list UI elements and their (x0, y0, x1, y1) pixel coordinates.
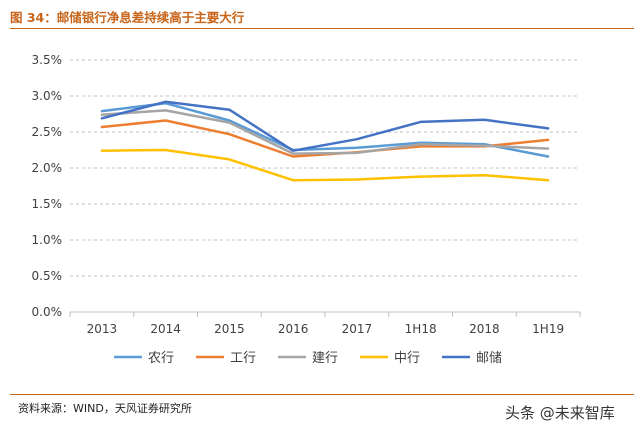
legend-label: 农行 (148, 351, 174, 366)
x-axis-ticks: 2013 2014 2015 2016 2017 1H18 2018 1H19 (69, 312, 581, 336)
series-lines (100, 100, 550, 182)
x-tick-label: 2017 (342, 322, 373, 336)
chart-title: 图 34：邮储银行净息差持续高于主要大行 (10, 10, 245, 25)
legend-label: 邮储 (476, 351, 502, 366)
series-line-中行 (100, 148, 550, 182)
x-tick-label: 2014 (150, 322, 181, 336)
series-line-邮储 (100, 100, 550, 152)
x-tick-label: 2016 (278, 322, 309, 336)
y-tick-label: 2.0% (32, 161, 63, 175)
title-divider (10, 28, 634, 29)
source-note: 资料来源：WIND，天风证券研究所 (18, 402, 192, 415)
legend-label: 建行 (312, 351, 338, 366)
y-tick-label: 2.5% (32, 125, 63, 139)
x-tick-label: 2018 (469, 322, 500, 336)
series-line-农行 (100, 101, 550, 158)
x-tick-label: 1H18 (405, 322, 437, 336)
y-tick-label: 3.0% (32, 89, 63, 103)
y-tick-label: 1.5% (32, 197, 63, 211)
legend-label: 工行 (230, 351, 256, 366)
y-tick-label: 1.0% (32, 233, 63, 247)
y-tick-label: 3.5% (32, 53, 63, 67)
source-divider (10, 394, 634, 395)
x-tick-label: 2013 (87, 322, 118, 336)
series-line-建行 (100, 109, 550, 155)
legend: 农行 工行 建行 中行 邮储 (114, 351, 502, 366)
grid-lines (70, 59, 580, 313)
y-axis-ticks: 0.0% 0.5% 1.0% 1.5% 2.0% 2.5% 3.0% 3.5% (32, 53, 63, 319)
x-tick-label: 1H19 (532, 322, 564, 336)
y-tick-label: 0.5% (32, 269, 63, 283)
legend-label: 中行 (394, 351, 420, 366)
x-tick-label: 2015 (214, 322, 245, 336)
watermark: 头条 @未来智库 (505, 404, 615, 422)
y-tick-label: 0.0% (32, 305, 63, 319)
